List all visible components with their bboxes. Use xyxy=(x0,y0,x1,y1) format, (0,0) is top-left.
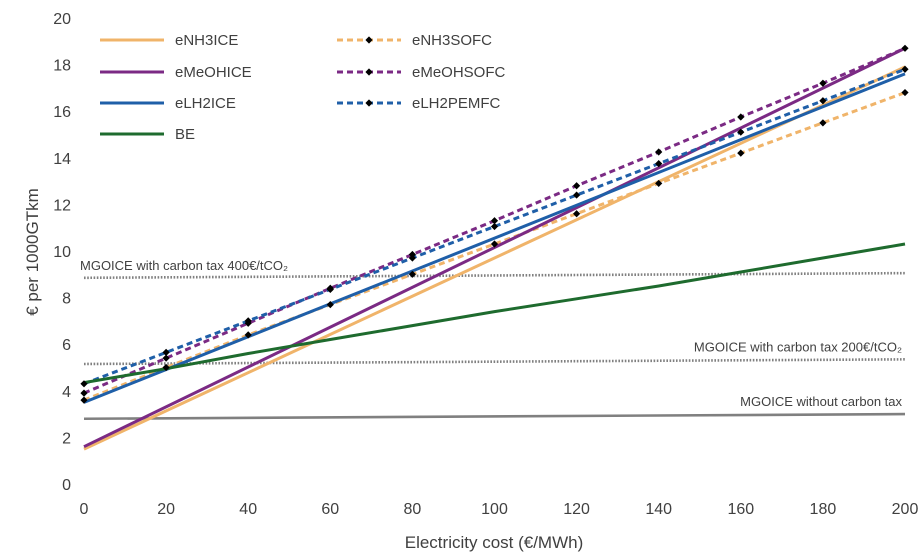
legend-label: eLH2PEMFC xyxy=(412,95,501,112)
data-point-enh3sofc xyxy=(80,396,88,404)
series-line-elh2pemfc xyxy=(83,67,906,386)
data-point-elh2pemfc xyxy=(490,222,499,231)
series-line-elh2ice xyxy=(83,72,906,404)
legend-marker xyxy=(365,68,373,76)
x-tick-label: 60 xyxy=(321,501,339,518)
y-tick-label: 20 xyxy=(53,11,71,28)
legend-marker xyxy=(365,36,373,44)
data-point-elh2pemfc xyxy=(819,97,827,105)
data-point-elh2pemfc xyxy=(162,348,170,356)
y-tick-label: 16 xyxy=(53,104,71,121)
data-point-elh2pemfc xyxy=(408,254,416,262)
x-tick-label: 40 xyxy=(239,501,257,518)
data-point-emeohsofc xyxy=(573,182,581,190)
data-point-enh3sofc xyxy=(573,210,581,218)
data-point-elh2pemfc xyxy=(737,128,745,136)
x-tick-label: 120 xyxy=(563,501,590,518)
reference-line-label: MGOICE with carbon tax 400€/tCO₂ xyxy=(80,258,288,273)
legend-item-emeohsofc: eMeOHSOFC xyxy=(337,64,506,81)
reference-line-mgoice-with-carbon-tax-200-tco xyxy=(83,358,906,366)
x-tick-label: 80 xyxy=(404,501,422,518)
y-tick-label: 2 xyxy=(62,430,71,447)
series-line-enh3sofc xyxy=(83,91,906,402)
y-tick-label: 8 xyxy=(62,291,71,308)
legend-label: eLH2ICE xyxy=(175,95,236,112)
reference-line-label: MGOICE with carbon tax 200€/tCO₂ xyxy=(694,339,902,354)
x-tick-label: 200 xyxy=(892,501,919,518)
y-axis-title: € per 1000GTkm xyxy=(23,188,42,316)
data-point-enh3sofc xyxy=(326,300,334,309)
legend-label: BE xyxy=(175,126,195,143)
data-point-enh3sofc xyxy=(244,331,252,339)
legend-item-be: BE xyxy=(100,126,195,143)
series-line-enh3ice xyxy=(83,65,906,451)
legend-marker xyxy=(365,99,373,107)
x-tick-label: 180 xyxy=(810,501,837,518)
legend-item-elh2pemfc: eLH2PEMFC xyxy=(337,95,501,112)
data-point-emeohsofc xyxy=(80,389,88,397)
data-point-elh2pemfc xyxy=(326,285,334,294)
legend-label: eNH3ICE xyxy=(175,32,238,49)
data-point-enh3sofc xyxy=(819,119,827,127)
x-tick-label: 20 xyxy=(157,501,175,518)
data-point-enh3sofc xyxy=(901,88,909,97)
data-point-elh2pemfc xyxy=(80,380,88,388)
x-tick-label: 160 xyxy=(727,501,754,518)
data-point-emeohsofc xyxy=(737,113,745,121)
data-point-emeohsofc xyxy=(162,354,170,362)
data-point-emeohsofc xyxy=(655,148,663,156)
legend-item-enh3sofc: eNH3SOFC xyxy=(337,32,492,49)
legend-item-enh3ice: eNH3ICE xyxy=(100,32,238,49)
x-tick-label: 100 xyxy=(481,501,508,518)
y-tick-label: 12 xyxy=(53,197,71,214)
legend-label: eNH3SOFC xyxy=(412,32,492,49)
legend-label: eMeOHICE xyxy=(175,64,252,81)
data-point-enh3sofc xyxy=(737,149,745,157)
x-axis-title: Electricity cost (€/MWh) xyxy=(405,533,584,552)
data-point-emeohsofc xyxy=(901,44,909,52)
series-line-be xyxy=(83,242,906,385)
legend-item-emeohice: eMeOHICE xyxy=(100,64,252,81)
data-point-enh3sofc xyxy=(655,179,663,188)
data-point-elh2pemfc xyxy=(573,191,581,199)
y-tick-label: 6 xyxy=(62,337,71,354)
y-tick-label: 18 xyxy=(53,58,71,75)
x-tick-label: 140 xyxy=(645,501,672,518)
data-point-enh3sofc xyxy=(408,270,416,278)
data-point-emeohsofc xyxy=(490,217,499,225)
legend-item-elh2ice: eLH2ICE xyxy=(100,95,236,112)
legend-label: eMeOHSOFC xyxy=(412,64,506,81)
data-point-enh3sofc xyxy=(162,363,170,372)
reference-line-mgoice-with-carbon-tax-400-tco xyxy=(83,271,906,280)
series-markers xyxy=(80,44,909,404)
data-point-emeohsofc xyxy=(819,79,827,87)
y-tick-label: 4 xyxy=(62,384,71,401)
y-tick-label: 14 xyxy=(53,151,71,168)
data-point-elh2pemfc xyxy=(901,65,909,73)
reference-line-label: MGOICE without carbon tax xyxy=(740,394,902,409)
legend: eNH3ICE eMeOHICE eLH2ICE BE eNH3SOFC eMeOHSOF… xyxy=(100,32,506,143)
reference-line-mgoice-without-carbon-tax xyxy=(83,412,906,421)
y-tick-label: 0 xyxy=(62,477,71,494)
data-point-elh2pemfc xyxy=(244,317,252,325)
reference-lines: MGOICE with carbon tax 400€/tCO₂ MGOICE w… xyxy=(80,258,906,421)
data-point-enh3sofc xyxy=(490,240,499,248)
x-tick-label: 0 xyxy=(80,501,89,518)
data-point-elh2pemfc xyxy=(655,160,663,168)
y-tick-label: 10 xyxy=(53,244,71,261)
